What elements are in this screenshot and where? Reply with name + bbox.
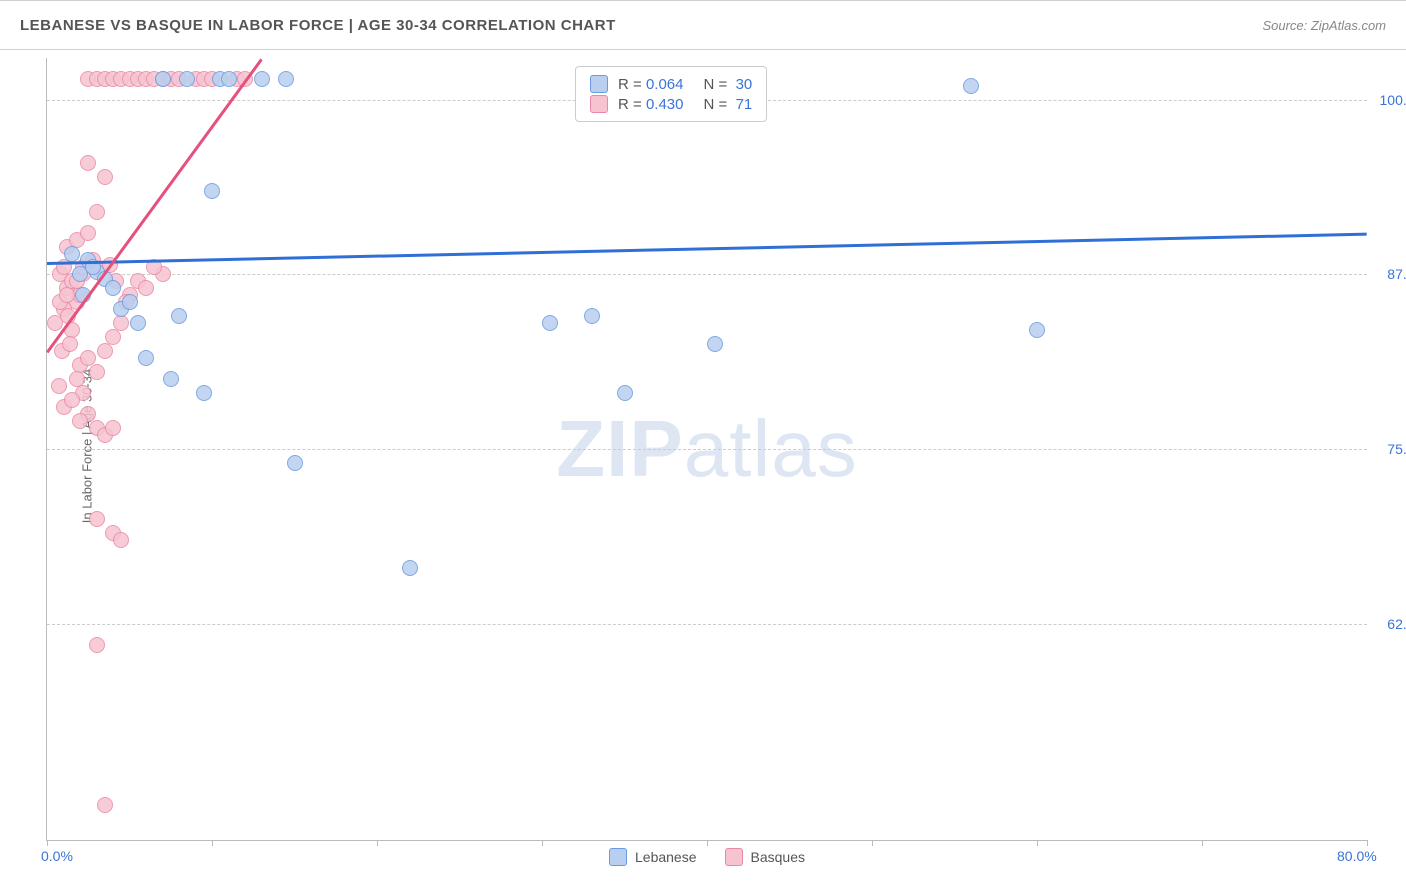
data-point (64, 246, 80, 262)
gridline (47, 624, 1367, 625)
data-point (221, 71, 237, 87)
data-point (179, 71, 195, 87)
x-tick (1367, 840, 1368, 846)
data-point (97, 169, 113, 185)
data-point (105, 329, 121, 345)
y-tick-label: 87.5% (1387, 266, 1406, 282)
stats-legend-row: R = 0.430 N = 71 (590, 95, 752, 113)
data-point (105, 420, 121, 436)
data-point (62, 336, 78, 352)
gridline (47, 449, 1367, 450)
data-point (89, 364, 105, 380)
x-tick-label: 80.0% (1337, 848, 1377, 864)
data-point (97, 797, 113, 813)
legend-swatch (590, 95, 608, 113)
r-label: R = 0.064 (618, 76, 683, 93)
data-point (130, 315, 146, 331)
series-legend-item: Lebanese (609, 848, 697, 866)
data-point (51, 378, 67, 394)
n-label: N = 71 (703, 96, 752, 113)
series-legend: Lebanese Basques (609, 848, 805, 866)
stats-legend: R = 0.064 N = 30 R = 0.430 N = 71 (575, 66, 767, 122)
x-tick (377, 840, 378, 846)
gridline (47, 274, 1367, 275)
data-point (72, 413, 88, 429)
header-bar: LEBANESE VS BASQUE IN LABOR FORCE | AGE … (0, 0, 1406, 50)
x-tick (1202, 840, 1203, 846)
data-point (287, 455, 303, 471)
data-point (64, 392, 80, 408)
chart-title: LEBANESE VS BASQUE IN LABOR FORCE | AGE … (20, 17, 616, 34)
regression-line (47, 233, 1367, 265)
data-point (163, 371, 179, 387)
legend-swatch (590, 75, 608, 93)
data-point (113, 315, 129, 331)
data-point (1029, 322, 1045, 338)
data-point (707, 336, 723, 352)
plot-area: ZIPatlas 62.5%75.0%87.5%100.0%0.0%80.0%R… (46, 58, 1367, 841)
x-tick (707, 840, 708, 846)
stats-legend-row: R = 0.064 N = 30 (590, 75, 752, 93)
data-point (542, 315, 558, 331)
data-point (138, 350, 154, 366)
x-tick (542, 840, 543, 846)
data-point (196, 385, 212, 401)
data-point (113, 532, 129, 548)
data-point (122, 294, 138, 310)
data-point (155, 71, 171, 87)
data-point (171, 308, 187, 324)
x-tick (47, 840, 48, 846)
x-tick (872, 840, 873, 846)
data-point (617, 385, 633, 401)
x-tick-label: 0.0% (41, 848, 73, 864)
data-point (584, 308, 600, 324)
series-name: Basques (751, 849, 805, 865)
data-point (89, 637, 105, 653)
data-point (204, 183, 220, 199)
x-tick (1037, 840, 1038, 846)
data-point (89, 511, 105, 527)
data-point (138, 280, 154, 296)
n-label: N = 30 (703, 76, 752, 93)
source-label: Source: ZipAtlas.com (1262, 18, 1386, 33)
data-point (97, 343, 113, 359)
x-tick (212, 840, 213, 846)
data-point (59, 287, 75, 303)
data-point (80, 225, 96, 241)
data-point (402, 560, 418, 576)
y-tick-label: 75.0% (1387, 441, 1406, 457)
legend-swatch (609, 848, 627, 866)
data-point (105, 280, 121, 296)
data-point (278, 71, 294, 87)
data-point (254, 71, 270, 87)
legend-swatch (725, 848, 743, 866)
series-legend-item: Basques (725, 848, 805, 866)
series-name: Lebanese (635, 849, 697, 865)
data-point (89, 204, 105, 220)
data-point (963, 78, 979, 94)
data-point (80, 155, 96, 171)
y-tick-label: 62.5% (1387, 616, 1406, 632)
regression-line (46, 59, 263, 354)
r-label: R = 0.430 (618, 96, 683, 113)
y-tick-label: 100.0% (1380, 92, 1406, 108)
